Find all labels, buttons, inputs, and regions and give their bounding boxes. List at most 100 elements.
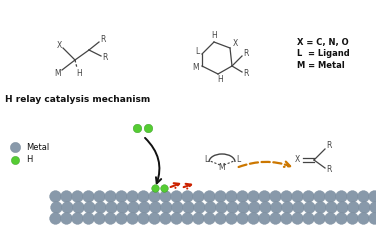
Point (371, 205, 376, 209)
Point (273, 205, 279, 209)
Text: Metal: Metal (26, 143, 49, 152)
Point (53, 205, 59, 209)
Point (316, 216, 322, 220)
Point (63, 194, 69, 198)
Point (228, 194, 234, 198)
Point (349, 194, 355, 198)
Point (64, 205, 70, 209)
Point (305, 216, 311, 220)
Point (250, 216, 256, 220)
Point (162, 216, 168, 220)
Text: R: R (243, 69, 249, 79)
Point (294, 216, 300, 220)
Point (360, 194, 366, 198)
Point (371, 194, 376, 198)
Point (85, 194, 91, 198)
Point (161, 186, 167, 190)
Text: L  = Ligand: L = Ligand (297, 50, 350, 59)
Point (185, 205, 191, 209)
Text: H: H (217, 76, 223, 84)
Point (140, 194, 146, 198)
Point (350, 205, 356, 209)
Point (217, 194, 223, 198)
Point (327, 205, 334, 209)
Text: M: M (55, 69, 61, 79)
Point (145, 126, 151, 130)
Point (96, 194, 102, 198)
Point (85, 205, 91, 209)
Point (129, 216, 135, 220)
Point (129, 205, 135, 209)
Point (107, 216, 113, 220)
Point (338, 216, 344, 220)
Point (12, 158, 18, 162)
Point (360, 216, 366, 220)
Point (349, 216, 355, 220)
Point (107, 194, 113, 198)
Point (63, 216, 69, 220)
Point (250, 194, 256, 198)
Point (108, 205, 114, 209)
Point (118, 216, 124, 220)
Point (162, 194, 168, 198)
Point (272, 194, 278, 198)
Point (261, 216, 267, 220)
Point (316, 194, 322, 198)
Point (141, 205, 147, 209)
Text: L: L (236, 155, 240, 164)
Text: H: H (26, 156, 32, 164)
Text: X = C, N, O: X = C, N, O (297, 38, 349, 46)
Text: R: R (100, 35, 106, 45)
Point (361, 205, 367, 209)
Point (283, 216, 289, 220)
Point (162, 205, 168, 209)
Point (261, 205, 267, 209)
Point (129, 194, 135, 198)
Text: H: H (76, 68, 82, 77)
Text: R: R (326, 142, 332, 151)
Text: X: X (232, 39, 238, 49)
Point (217, 216, 223, 220)
Point (74, 216, 80, 220)
Point (74, 194, 80, 198)
Point (96, 216, 102, 220)
Point (228, 216, 234, 220)
Point (173, 216, 179, 220)
Point (52, 194, 58, 198)
Point (317, 205, 323, 209)
Text: M: M (219, 163, 225, 172)
Point (240, 205, 246, 209)
Text: X: X (56, 41, 62, 50)
Point (173, 205, 179, 209)
Point (239, 194, 245, 198)
Text: H: H (211, 31, 217, 41)
Text: R: R (326, 165, 332, 174)
Point (184, 216, 190, 220)
Point (217, 205, 223, 209)
Point (85, 216, 91, 220)
Text: R: R (243, 50, 249, 59)
Text: X: X (294, 156, 300, 164)
Point (184, 194, 190, 198)
Point (206, 216, 212, 220)
Point (261, 194, 267, 198)
Point (338, 205, 344, 209)
Point (229, 205, 235, 209)
Point (283, 194, 289, 198)
Point (134, 126, 140, 130)
Point (294, 205, 300, 209)
Point (151, 194, 157, 198)
Point (294, 194, 300, 198)
Text: M: M (193, 63, 199, 72)
Point (206, 194, 212, 198)
Point (272, 216, 278, 220)
Text: L: L (195, 46, 199, 55)
Point (327, 216, 333, 220)
Point (250, 205, 256, 209)
Point (97, 205, 103, 209)
Text: R: R (102, 52, 108, 62)
Point (118, 205, 124, 209)
Point (140, 216, 146, 220)
Point (196, 205, 202, 209)
Point (284, 205, 290, 209)
